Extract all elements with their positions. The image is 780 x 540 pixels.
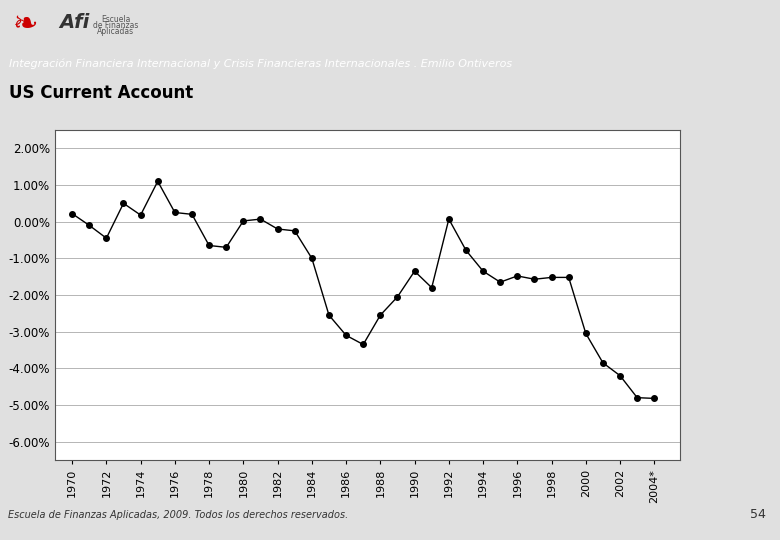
Text: Afi: Afi (59, 13, 89, 32)
Text: US Current Account: US Current Account (9, 84, 193, 103)
Text: Aplicadas: Aplicadas (97, 26, 134, 36)
Text: Escuela de Finanzas Aplicadas, 2009. Todos los derechos reservados.: Escuela de Finanzas Aplicadas, 2009. Tod… (8, 510, 348, 520)
Text: Integración Financiera Internacional y Crisis Financieras Internacionales . Emil: Integración Financiera Internacional y C… (9, 59, 512, 69)
Y-axis label: Percent of GDP: Percent of GDP (0, 238, 5, 352)
Text: de Finanzas: de Finanzas (93, 21, 138, 30)
Text: ❧: ❧ (12, 10, 37, 38)
Text: Escuela: Escuela (101, 15, 130, 24)
Text: 54: 54 (750, 509, 766, 522)
